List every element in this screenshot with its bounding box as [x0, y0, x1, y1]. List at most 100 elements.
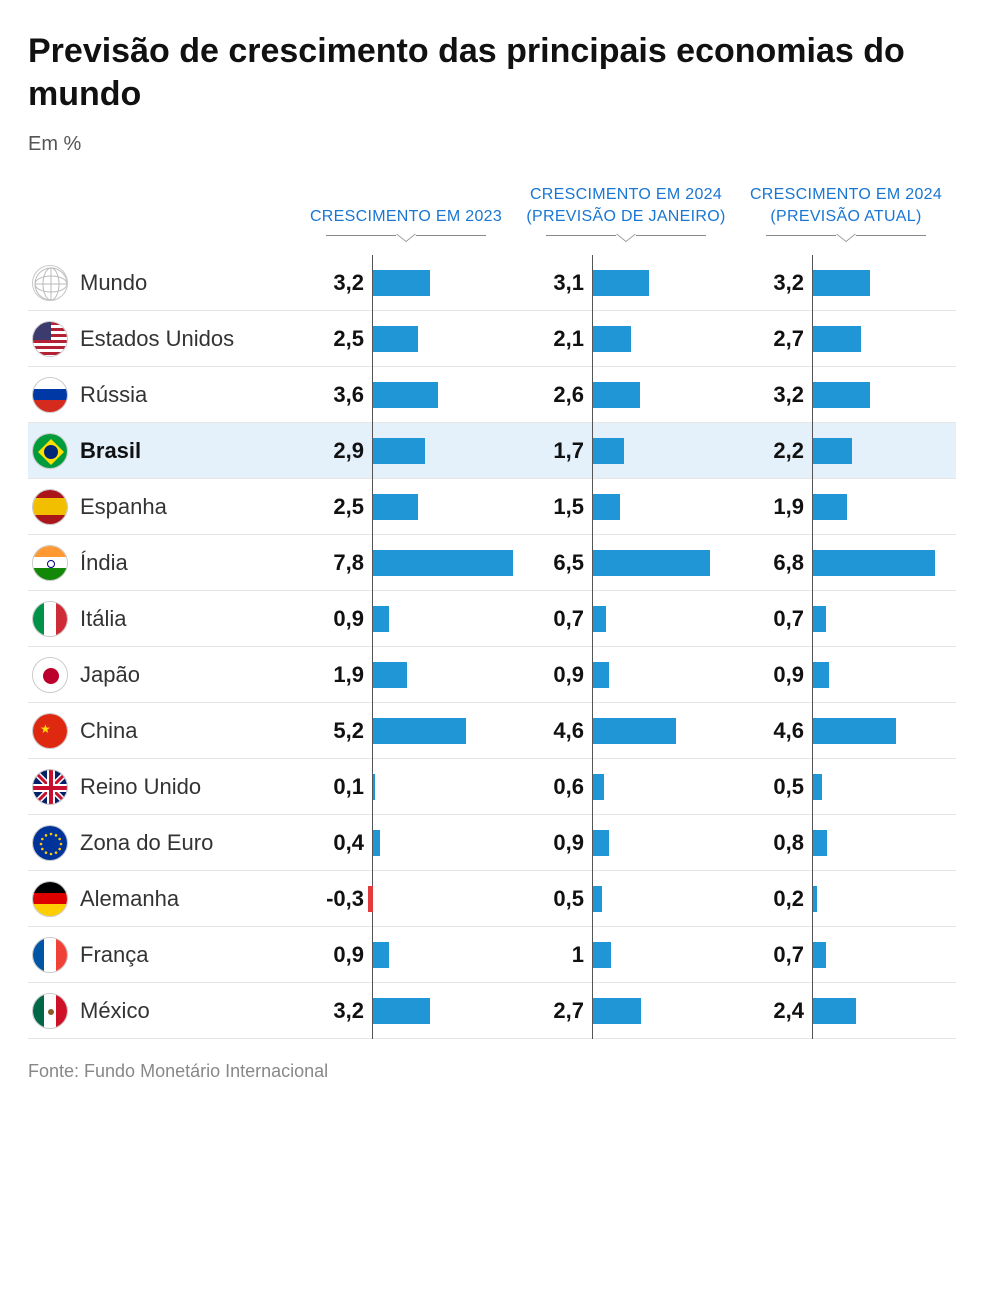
bar: [813, 270, 870, 296]
country-name: Espanha: [80, 494, 167, 520]
data-cell: 1: [516, 927, 736, 983]
bar: [373, 606, 389, 632]
bar-area: [812, 927, 956, 983]
cell-value: 0,9: [516, 662, 592, 688]
cell-value: 1,7: [516, 438, 592, 464]
country-name: Zona do Euro: [80, 830, 213, 856]
data-cell: 3,6: [296, 367, 516, 423]
growth-table: CRESCIMENTO EM 2023 CRESCIMENTO EM 2024 …: [28, 184, 956, 1039]
data-cell: 1,9: [736, 479, 956, 535]
cell-value: 1: [516, 942, 592, 968]
cell-value: 3,2: [296, 998, 372, 1024]
bar: [373, 494, 418, 520]
bar-area: [812, 983, 956, 1039]
cell-value: -0,3: [296, 886, 372, 912]
cell-value: 2,6: [516, 382, 592, 408]
data-cell: 7,8: [296, 535, 516, 591]
bar-area: [592, 423, 736, 479]
row-label: México: [28, 993, 296, 1029]
bar-area: [372, 983, 516, 1039]
cell-value: 0,4: [296, 830, 372, 856]
flag-icon: [32, 937, 68, 973]
bar: [593, 942, 611, 968]
cell-value: 6,5: [516, 550, 592, 576]
bar: [813, 606, 826, 632]
data-cell: 3,2: [296, 255, 516, 311]
table-row: Estados Unidos2,52,12,7: [28, 311, 956, 367]
row-label: Alemanha: [28, 881, 296, 917]
bar: [813, 718, 896, 744]
cell-value: 0,7: [736, 606, 812, 632]
bar: [373, 382, 438, 408]
cell-value: 3,2: [736, 270, 812, 296]
bar: [373, 662, 407, 688]
country-name: México: [80, 998, 150, 1024]
cell-value: 5,2: [296, 718, 372, 744]
cell-value: 2,7: [736, 326, 812, 352]
bar: [593, 718, 676, 744]
cell-value: 2,4: [736, 998, 812, 1024]
chart-source: Fonte: Fundo Monetário Internacional: [28, 1061, 956, 1082]
bar: [373, 942, 389, 968]
bar-area: [592, 591, 736, 647]
bar-area: [372, 367, 516, 423]
bar-area: [812, 367, 956, 423]
column-header: CRESCIMENTO EM 2023: [296, 206, 516, 250]
bar-area: [372, 423, 516, 479]
bar-area: [592, 311, 736, 367]
bar-area: [592, 815, 736, 871]
bar: [593, 830, 609, 856]
row-label: França: [28, 937, 296, 973]
country-name: Estados Unidos: [80, 326, 234, 352]
row-label: Espanha: [28, 489, 296, 525]
row-label: Estados Unidos: [28, 321, 296, 357]
country-name: Reino Unido: [80, 774, 201, 800]
flag-icon: [32, 769, 68, 805]
bar-area: [812, 703, 956, 759]
bar: [813, 326, 861, 352]
data-cell: 0,7: [516, 591, 736, 647]
data-cell: 0,5: [516, 871, 736, 927]
bar-area: [592, 927, 736, 983]
table-row: Mundo3,23,13,2: [28, 255, 956, 311]
cell-value: 3,2: [736, 382, 812, 408]
cell-value: 3,1: [516, 270, 592, 296]
bar: [813, 494, 847, 520]
data-cell: 0,2: [736, 871, 956, 927]
bar-area: [592, 703, 736, 759]
bar: [813, 438, 852, 464]
bar: [373, 830, 380, 856]
row-label: ★China: [28, 713, 296, 749]
data-cell: 0,7: [736, 591, 956, 647]
bar-area: [372, 255, 516, 311]
column-header-label: CRESCIMENTO EM 2024 (PREVISÃO ATUAL): [736, 184, 956, 235]
bar-area: [592, 255, 736, 311]
bar-area: [372, 647, 516, 703]
row-label: Índia: [28, 545, 296, 581]
bar-area: [372, 591, 516, 647]
bar-area: [592, 983, 736, 1039]
cell-value: 2,2: [736, 438, 812, 464]
cell-value: 0,7: [736, 942, 812, 968]
bar-area: [812, 591, 956, 647]
cell-value: 2,9: [296, 438, 372, 464]
flag-icon: [32, 657, 68, 693]
cell-value: 0,9: [736, 662, 812, 688]
row-label: Japão: [28, 657, 296, 693]
chart-title: Previsão de crescimento das principais e…: [28, 30, 956, 115]
data-cell: 2,7: [736, 311, 956, 367]
data-cell: 0,4: [296, 815, 516, 871]
column-header: CRESCIMENTO EM 2024 (PREVISÃO ATUAL): [736, 184, 956, 249]
bar-area: [812, 479, 956, 535]
data-cell: 2,7: [516, 983, 736, 1039]
table-header-row: CRESCIMENTO EM 2023 CRESCIMENTO EM 2024 …: [28, 184, 956, 249]
country-name: Índia: [80, 550, 128, 576]
bar-area: [812, 871, 956, 927]
data-cell: 1,7: [516, 423, 736, 479]
data-cell: 6,5: [516, 535, 736, 591]
bar: [593, 998, 641, 1024]
bar: [593, 494, 620, 520]
row-label: Zona do Euro: [28, 825, 296, 861]
header-divider: [326, 235, 486, 249]
row-label: Mundo: [28, 265, 296, 301]
